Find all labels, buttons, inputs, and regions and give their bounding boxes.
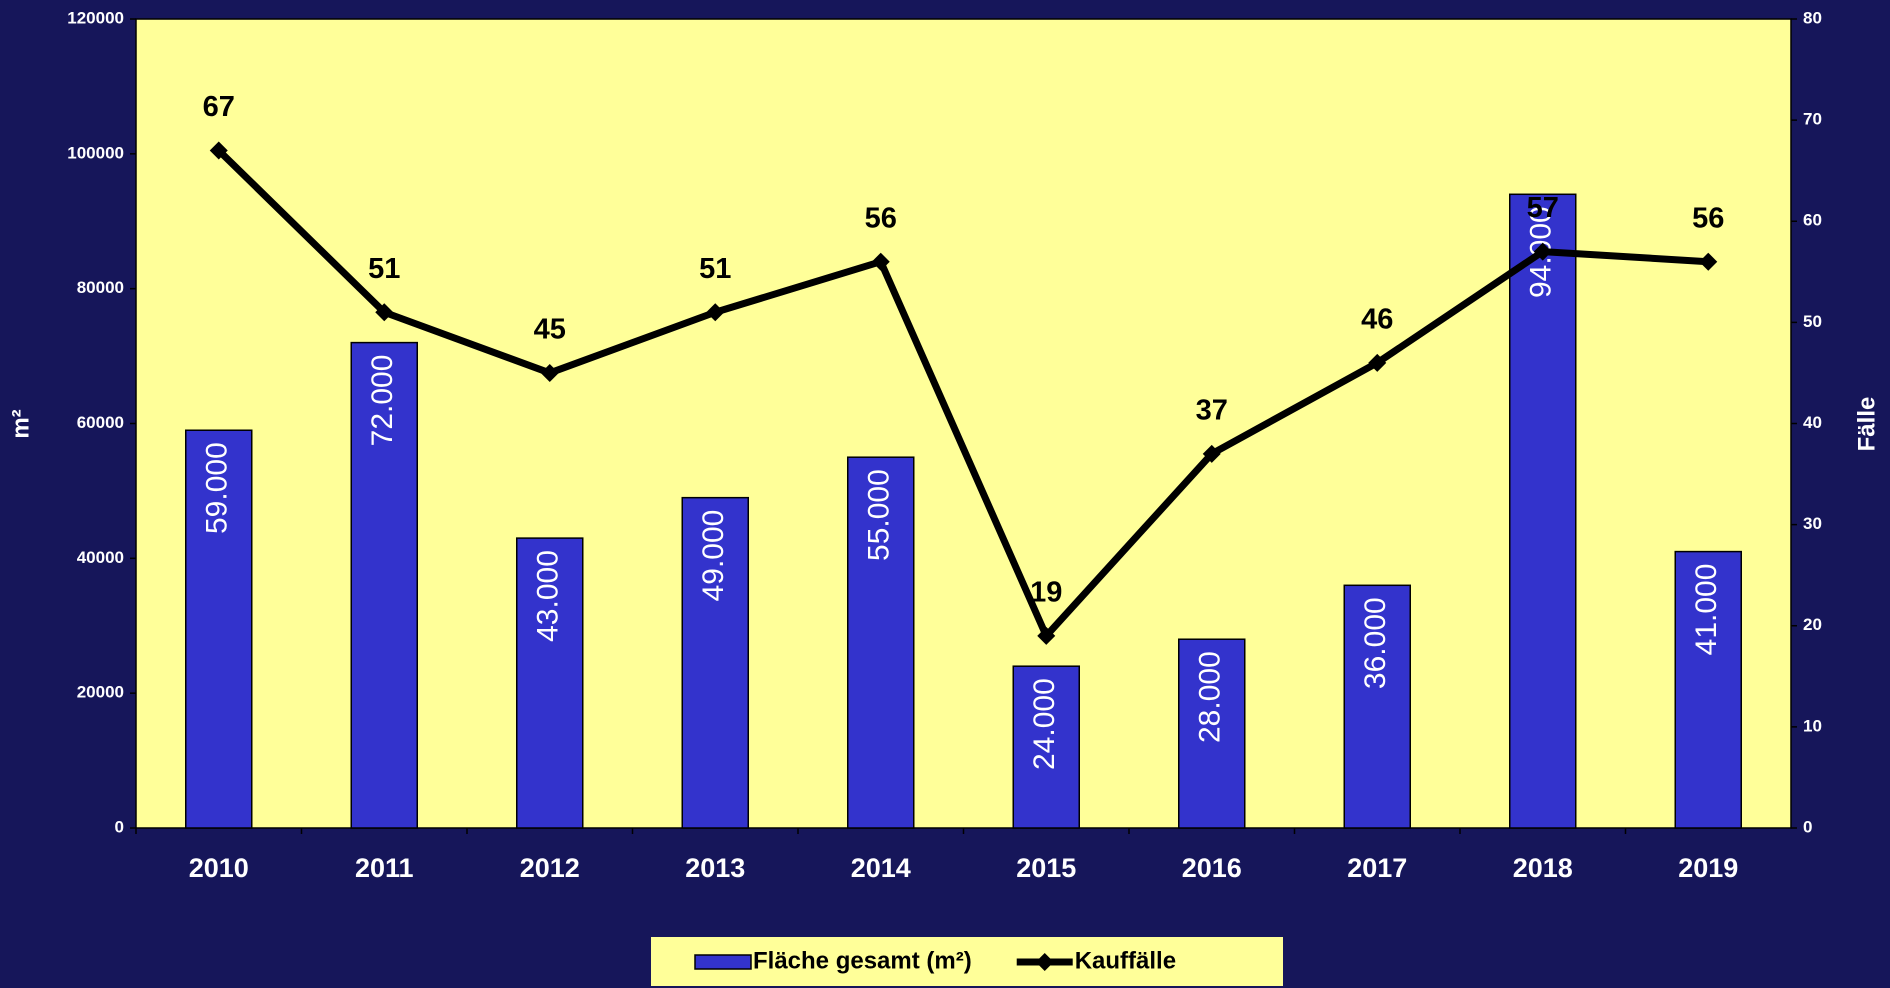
bar bbox=[847, 456, 915, 829]
x-tick-label: 2016 bbox=[1182, 853, 1242, 883]
bar-value-label: 72.000 bbox=[366, 355, 399, 447]
x-tick-label: 2011 bbox=[355, 853, 414, 883]
line-value-label: 46 bbox=[1361, 303, 1393, 335]
bar bbox=[1178, 638, 1246, 829]
y-axis-label: m² bbox=[7, 409, 34, 438]
legend-marker bbox=[1035, 953, 1054, 971]
line-marker bbox=[1533, 242, 1552, 261]
line-marker bbox=[209, 141, 228, 160]
bar bbox=[1343, 584, 1411, 829]
legend-label: Fläche gesamt (m²) bbox=[753, 947, 972, 974]
y2-tick-label: 20 bbox=[1803, 615, 1822, 634]
bar bbox=[681, 496, 749, 829]
line-marker bbox=[540, 363, 559, 382]
bar bbox=[185, 429, 253, 829]
legend bbox=[651, 937, 1283, 986]
line-value-label: 57 bbox=[1527, 192, 1559, 224]
bar-value-label: 41.000 bbox=[1690, 564, 1723, 656]
bar-value-label: 24.000 bbox=[1028, 678, 1061, 770]
line-marker bbox=[706, 303, 725, 322]
bar bbox=[516, 537, 584, 829]
x-tick-label: 2015 bbox=[1016, 853, 1076, 883]
line-marker bbox=[1037, 626, 1056, 645]
x-tick-label: 2019 bbox=[1678, 853, 1738, 883]
line-marker bbox=[375, 303, 394, 322]
y2-tick-label: 50 bbox=[1803, 312, 1822, 331]
bar-value-label: 28.000 bbox=[1194, 651, 1227, 743]
y-tick-label: 80000 bbox=[77, 278, 124, 297]
line-value-label: 51 bbox=[699, 253, 731, 285]
line-value-label: 56 bbox=[865, 202, 897, 234]
line-value-label: 56 bbox=[1692, 202, 1724, 234]
line-value-label: 51 bbox=[368, 253, 400, 285]
x-tick-label: 2012 bbox=[520, 853, 580, 883]
line-value-label: 67 bbox=[203, 91, 235, 123]
line bbox=[216, 147, 1709, 640]
bar-value-label: 59.000 bbox=[201, 442, 234, 534]
y-tick-label: 20000 bbox=[77, 683, 124, 702]
line-value-label: 19 bbox=[1030, 577, 1062, 609]
line-marker bbox=[1368, 353, 1387, 372]
y2-tick-label: 30 bbox=[1803, 514, 1822, 533]
legend-swatch bbox=[694, 954, 752, 970]
y-tick-label: 40000 bbox=[77, 548, 124, 567]
y2-tick-label: 40 bbox=[1803, 413, 1822, 432]
y-tick-label: 0 bbox=[115, 817, 124, 836]
y2-axis-label: Fälle bbox=[1853, 397, 1880, 452]
x-tick-label: 2017 bbox=[1347, 853, 1407, 883]
bar bbox=[1012, 665, 1080, 829]
line-marker bbox=[871, 252, 890, 271]
y2-tick-label: 80 bbox=[1803, 8, 1822, 27]
bar bbox=[350, 341, 418, 829]
bar bbox=[1509, 193, 1577, 829]
x-tick-label: 2010 bbox=[189, 853, 249, 883]
y2-tick-label: 10 bbox=[1803, 716, 1822, 735]
line-value-label: 37 bbox=[1196, 394, 1228, 426]
bar-value-label: 43.000 bbox=[532, 550, 565, 642]
line-marker bbox=[1202, 444, 1221, 463]
legend-label: Kauffälle bbox=[1075, 947, 1176, 974]
x-tick-label: 2013 bbox=[685, 853, 745, 883]
x-tick-label: 2018 bbox=[1513, 853, 1573, 883]
y2-tick-label: 0 bbox=[1803, 817, 1812, 836]
bar-value-label: 36.000 bbox=[1359, 597, 1392, 689]
line-marker bbox=[1699, 252, 1718, 271]
bar-value-label: 49.000 bbox=[697, 510, 730, 602]
line-value-label: 45 bbox=[534, 314, 566, 346]
y2-tick-label: 60 bbox=[1803, 211, 1822, 230]
bar bbox=[1674, 550, 1742, 829]
bar-value-label: 55.000 bbox=[863, 469, 896, 561]
y-tick-label: 60000 bbox=[77, 413, 124, 432]
y2-tick-label: 70 bbox=[1803, 110, 1822, 129]
y-tick-label: 120000 bbox=[67, 8, 124, 27]
x-tick-label: 2014 bbox=[851, 853, 911, 883]
y-tick-label: 100000 bbox=[67, 143, 124, 162]
